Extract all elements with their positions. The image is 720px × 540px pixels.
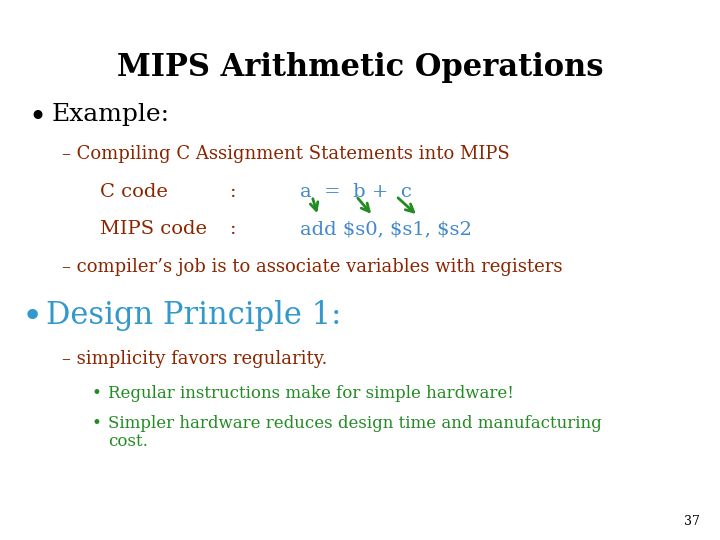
Text: add $s0, $s1, $s2: add $s0, $s1, $s2 [300, 220, 472, 238]
Text: 37: 37 [684, 515, 700, 528]
Text: :: : [230, 183, 236, 201]
Text: – Compiling C Assignment Statements into MIPS: – Compiling C Assignment Statements into… [62, 145, 510, 163]
Text: MIPS Arithmetic Operations: MIPS Arithmetic Operations [117, 52, 603, 83]
Text: – compiler’s job is to associate variables with registers: – compiler’s job is to associate variabl… [62, 258, 562, 276]
Text: Regular instructions make for simple hardware!: Regular instructions make for simple har… [108, 385, 514, 402]
Text: :: : [230, 220, 236, 238]
Text: •: • [28, 103, 46, 134]
Text: •: • [22, 300, 43, 334]
Text: a  =  b +  c: a = b + c [300, 183, 412, 201]
Text: – simplicity favors regularity.: – simplicity favors regularity. [62, 350, 328, 368]
Text: cost.: cost. [108, 433, 148, 450]
Text: MIPS code: MIPS code [100, 220, 207, 238]
Text: •: • [92, 415, 102, 432]
Text: Example:: Example: [52, 103, 170, 126]
Text: Simpler hardware reduces design time and manufacturing: Simpler hardware reduces design time and… [108, 415, 602, 432]
Text: C code: C code [100, 183, 168, 201]
Text: Design Principle 1:: Design Principle 1: [46, 300, 341, 331]
Text: •: • [92, 385, 102, 402]
